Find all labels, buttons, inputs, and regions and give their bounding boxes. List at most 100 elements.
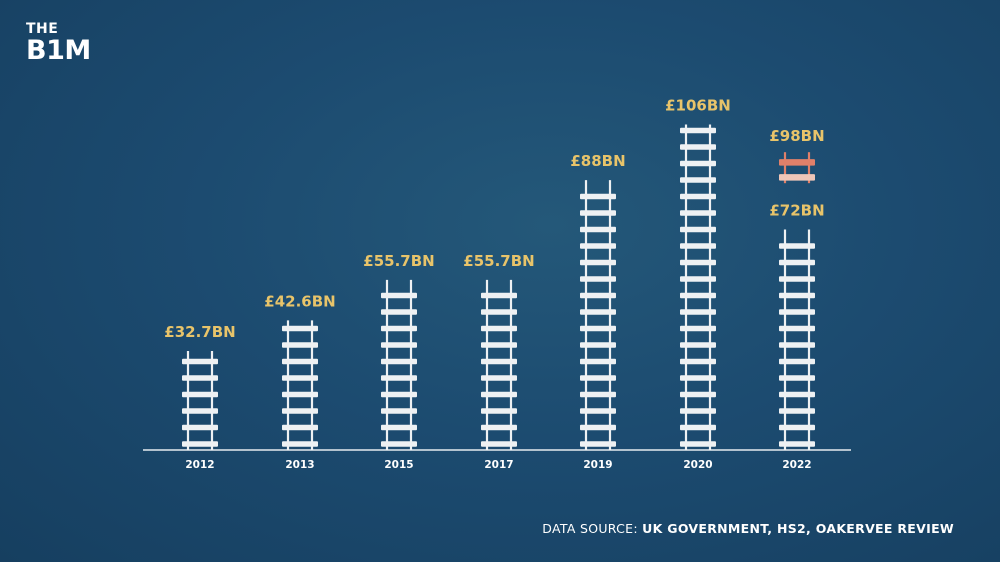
track-tie — [779, 424, 815, 431]
category-label-2019: 2019 — [583, 459, 612, 471]
track-tie — [182, 424, 218, 431]
track-tie — [680, 309, 716, 315]
track-tie — [481, 292, 517, 299]
category-label-2012: 2012 — [185, 459, 214, 471]
track-tie — [381, 424, 417, 431]
track-tie — [381, 408, 417, 414]
track-tie — [779, 276, 815, 282]
bar-2019: £88BN 2019 — [570, 152, 625, 471]
track-tie — [680, 210, 716, 216]
value-label-2022: £72BN — [769, 202, 824, 220]
track-tie — [381, 309, 417, 315]
track-tie — [182, 441, 218, 447]
track-tie — [481, 309, 517, 315]
track-tie — [779, 259, 815, 266]
track-tie — [580, 358, 616, 365]
range-top-2022: £98BN — [769, 127, 825, 184]
track-tie — [779, 309, 815, 315]
track-tie — [282, 408, 318, 414]
logo-line-2: B1M — [26, 35, 91, 66]
track-tie — [381, 441, 417, 447]
track-tie — [580, 391, 616, 398]
track-tie — [680, 424, 716, 431]
track-tie — [680, 144, 716, 150]
track-tie — [779, 408, 815, 414]
track-tie — [481, 342, 517, 348]
track-tie — [381, 325, 417, 332]
track-tie — [282, 358, 318, 365]
track-tie — [580, 375, 616, 381]
data-source-note: DATA SOURCE: UK GOVERNMENT, HS2, OAKERVE… — [542, 521, 954, 536]
data-source-prefix: DATA SOURCE: — [542, 521, 638, 536]
track-tie — [481, 441, 517, 447]
bar-2017: £55.7BN 2017 — [463, 252, 534, 471]
track-tie — [680, 292, 716, 299]
increase-tie — [779, 174, 815, 181]
track-tie — [580, 342, 616, 348]
data-source-text: UK GOVERNMENT, HS2, OAKERVEE REVIEW — [642, 521, 954, 536]
track-tie — [580, 424, 616, 431]
track-tie — [381, 292, 417, 299]
track-tie — [680, 342, 716, 348]
track-tie — [580, 226, 616, 233]
track-tie — [580, 408, 616, 414]
bar-2020: £106BN 2020 — [665, 96, 731, 471]
track-tie — [182, 408, 218, 414]
track-tie — [580, 325, 616, 332]
value-label-2017: £55.7BN — [463, 252, 534, 270]
track-tie — [481, 325, 517, 332]
track-tie — [580, 309, 616, 315]
track-tie — [680, 243, 716, 249]
track-tie — [779, 391, 815, 398]
track-tie — [381, 358, 417, 365]
track-tie — [580, 441, 616, 447]
track-tie — [282, 441, 318, 447]
track-tie — [580, 210, 616, 216]
track-tie — [779, 243, 815, 249]
track-tie — [680, 325, 716, 332]
value-label-2015: £55.7BN — [363, 252, 434, 270]
track-tie — [779, 325, 815, 332]
track-tie — [381, 375, 417, 381]
track-tie — [580, 243, 616, 249]
track-tie — [580, 292, 616, 299]
b1m-logo: THE B1M — [26, 22, 91, 64]
track-tie — [680, 127, 716, 134]
track-tie — [680, 177, 716, 183]
track-tie — [779, 292, 815, 299]
category-label-2022: 2022 — [782, 459, 811, 471]
track-tie — [282, 325, 318, 332]
track-tie — [481, 408, 517, 414]
bar-2013: £42.6BN 2013 — [264, 292, 335, 471]
category-label-2017: 2017 — [484, 459, 513, 471]
track-tie — [182, 358, 218, 365]
track-tie — [580, 276, 616, 282]
track-tie — [680, 226, 716, 233]
value-label-2013: £42.6BN — [264, 292, 335, 310]
track-tie — [381, 391, 417, 398]
bar-2012: £32.7BN 2012 — [164, 323, 235, 471]
track-tie — [481, 375, 517, 381]
logo-line-1: THE — [26, 21, 59, 37]
bar-2015: £55.7BN 2015 — [363, 252, 434, 471]
category-label-2015: 2015 — [384, 459, 413, 471]
track-tie — [282, 375, 318, 381]
track-tie — [580, 259, 616, 266]
track-tie — [680, 375, 716, 381]
range-top-label-2022: £98BN — [769, 127, 824, 145]
track-tie — [381, 342, 417, 348]
track-tie — [680, 193, 716, 200]
track-tie — [680, 276, 716, 282]
track-tie — [481, 424, 517, 431]
track-tie — [282, 424, 318, 431]
track-tie — [282, 342, 318, 348]
track-tie — [182, 391, 218, 398]
track-tie — [779, 342, 815, 348]
track-tie — [680, 160, 716, 167]
track-tie — [779, 358, 815, 365]
track-tie — [680, 391, 716, 398]
value-label-2019: £88BN — [570, 152, 625, 170]
track-tie — [779, 441, 815, 447]
